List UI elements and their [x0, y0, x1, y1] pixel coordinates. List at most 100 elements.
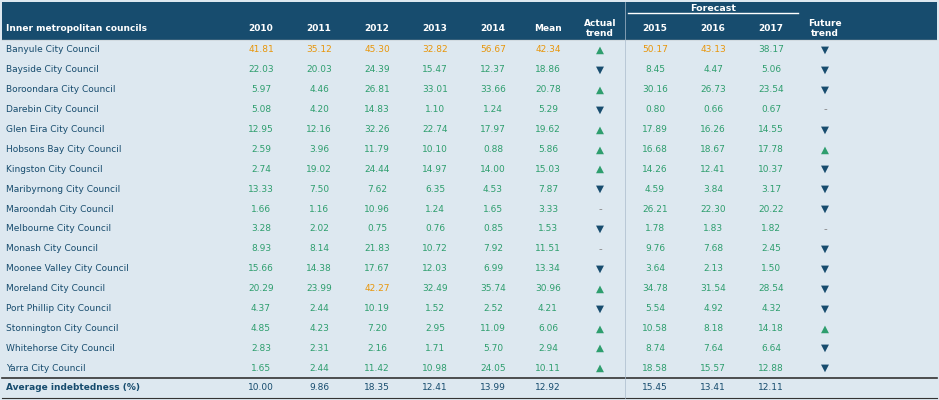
Text: 4.53: 4.53 [483, 185, 503, 194]
Text: 2.95: 2.95 [425, 324, 445, 333]
Text: 5.97: 5.97 [251, 85, 271, 94]
Text: 7.68: 7.68 [703, 244, 723, 253]
Text: 23.99: 23.99 [306, 284, 331, 293]
Text: 0.66: 0.66 [703, 105, 723, 114]
Text: 10.10: 10.10 [422, 145, 448, 154]
Text: Future
trend: Future trend [808, 19, 841, 38]
Text: 7.50: 7.50 [309, 185, 329, 194]
Text: 12.41: 12.41 [700, 165, 726, 174]
Text: 42.27: 42.27 [364, 284, 390, 293]
Text: 35.74: 35.74 [480, 284, 506, 293]
Bar [2, 2, 937, 40]
Text: 3.96: 3.96 [309, 145, 329, 154]
Text: 28.54: 28.54 [758, 284, 784, 293]
Text: ▼: ▼ [821, 204, 829, 214]
Text: Hobsons Bay City Council: Hobsons Bay City Council [6, 145, 121, 154]
Text: 8.18: 8.18 [703, 324, 723, 333]
Text: 13.34: 13.34 [535, 264, 561, 273]
Text: Banyule City Council: Banyule City Council [6, 46, 100, 54]
Text: 13.41: 13.41 [700, 384, 726, 392]
Bar [2, 318, 937, 338]
Text: 33.66: 33.66 [480, 85, 506, 94]
Text: 32.49: 32.49 [423, 284, 448, 293]
Text: 17.97: 17.97 [480, 125, 506, 134]
Bar [2, 159, 937, 179]
Text: 2013: 2013 [423, 24, 448, 33]
Text: 3.17: 3.17 [761, 185, 781, 194]
Text: 1.52: 1.52 [425, 304, 445, 313]
Text: 11.42: 11.42 [364, 364, 390, 372]
Text: 10.98: 10.98 [422, 364, 448, 372]
Text: 2.83: 2.83 [251, 344, 271, 353]
Text: 7.64: 7.64 [703, 344, 723, 353]
Text: 7.20: 7.20 [367, 324, 387, 333]
Text: ▲: ▲ [596, 85, 604, 95]
Text: 12.37: 12.37 [480, 65, 506, 74]
Text: Bayside City Council: Bayside City Council [6, 65, 99, 74]
Text: 14.18: 14.18 [758, 324, 784, 333]
Text: 16.26: 16.26 [700, 125, 726, 134]
Text: ▼: ▼ [821, 124, 829, 134]
Text: 45.30: 45.30 [364, 46, 390, 54]
Text: 10.37: 10.37 [758, 165, 784, 174]
Text: 4.20: 4.20 [309, 105, 329, 114]
Text: 2.16: 2.16 [367, 344, 387, 353]
Text: 22.30: 22.30 [700, 204, 726, 214]
Text: 14.83: 14.83 [364, 105, 390, 114]
Text: 1.16: 1.16 [309, 204, 329, 214]
Text: 1.50: 1.50 [761, 264, 781, 273]
Text: 19.62: 19.62 [535, 125, 561, 134]
Text: 20.78: 20.78 [535, 85, 561, 94]
Text: 12.88: 12.88 [758, 364, 784, 372]
Text: ▲: ▲ [596, 124, 604, 134]
Bar [2, 100, 937, 120]
Text: 12.16: 12.16 [306, 125, 331, 134]
Text: 15.57: 15.57 [700, 364, 726, 372]
Text: 14.00: 14.00 [480, 165, 506, 174]
Text: 18.86: 18.86 [535, 65, 561, 74]
Text: ▲: ▲ [596, 164, 604, 174]
Bar [2, 338, 937, 358]
Text: 19.02: 19.02 [306, 165, 331, 174]
Text: 15.66: 15.66 [248, 264, 274, 273]
Text: 5.54: 5.54 [645, 304, 665, 313]
Text: Average indebtedness (%): Average indebtedness (%) [6, 384, 140, 392]
Text: ▲: ▲ [596, 323, 604, 333]
Text: 1.83: 1.83 [703, 224, 723, 233]
Text: ▲: ▲ [596, 144, 604, 154]
Text: ▲: ▲ [596, 284, 604, 294]
Text: 10.72: 10.72 [423, 244, 448, 253]
Bar [2, 298, 937, 318]
Text: ▼: ▼ [596, 184, 604, 194]
Bar [2, 40, 937, 60]
Text: 11.09: 11.09 [480, 324, 506, 333]
Text: Moreland City Council: Moreland City Council [6, 284, 105, 293]
Text: 10.11: 10.11 [535, 364, 561, 372]
Text: ▼: ▼ [821, 284, 829, 294]
Text: 5.70: 5.70 [483, 344, 503, 353]
Text: 33.01: 33.01 [422, 85, 448, 94]
Text: 1.65: 1.65 [483, 204, 503, 214]
Text: 41.81: 41.81 [248, 46, 274, 54]
Bar [2, 259, 937, 278]
Text: Whitehorse City Council: Whitehorse City Council [6, 344, 115, 353]
Text: 17.67: 17.67 [364, 264, 390, 273]
Text: -: - [598, 244, 602, 254]
Text: 13.99: 13.99 [480, 384, 506, 392]
Text: Yarra City Council: Yarra City Council [6, 364, 85, 372]
Text: 10.19: 10.19 [364, 304, 390, 313]
Text: 2016: 2016 [700, 24, 726, 33]
Text: 2.52: 2.52 [483, 304, 503, 313]
Text: 2010: 2010 [249, 24, 273, 33]
Text: 10.96: 10.96 [364, 204, 390, 214]
Text: ▼: ▼ [596, 304, 604, 314]
Text: 8.74: 8.74 [645, 344, 665, 353]
Text: ▲: ▲ [596, 363, 604, 373]
Text: 4.92: 4.92 [703, 304, 723, 313]
Text: ▼: ▼ [821, 343, 829, 353]
Text: 12.03: 12.03 [423, 264, 448, 273]
Text: 7.62: 7.62 [367, 185, 387, 194]
Text: 2.45: 2.45 [762, 244, 781, 253]
Text: Darebin City Council: Darebin City Council [6, 105, 99, 114]
Text: 0.85: 0.85 [483, 224, 503, 233]
